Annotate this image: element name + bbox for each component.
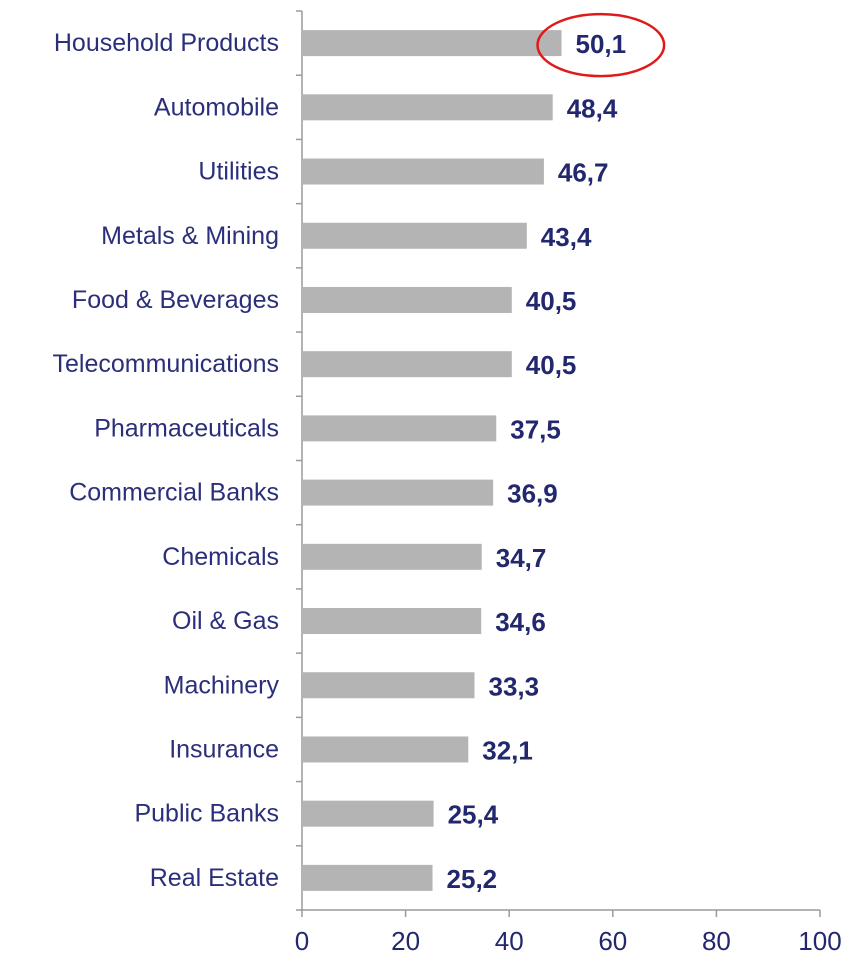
bar	[303, 672, 475, 699]
category-label: Chemicals	[162, 543, 279, 571]
highlight-circle	[536, 12, 666, 78]
value-label: 33,3	[488, 671, 539, 701]
bar	[303, 479, 494, 506]
bar	[303, 608, 482, 635]
bar	[303, 543, 482, 570]
category-label: Real Estate	[150, 864, 279, 892]
category-label: Food & Beverages	[72, 286, 279, 314]
x-tick-label: 20	[391, 926, 420, 956]
axes-group	[296, 10, 821, 917]
category-label: Public Banks	[134, 800, 279, 828]
value-label: 43,4	[541, 222, 592, 252]
bar	[303, 30, 562, 57]
x-tick-label: 60	[598, 926, 627, 956]
category-label: Automobile	[154, 93, 279, 121]
category-label: Pharmaceuticals	[94, 414, 279, 442]
x-tick-label: 100	[798, 926, 841, 956]
value-label: 40,5	[526, 286, 577, 316]
category-label: Oil & Gas	[172, 607, 279, 635]
bars-group	[303, 30, 562, 891]
category-label: Utilities	[198, 158, 279, 186]
value-label: 48,4	[567, 93, 618, 123]
bar	[303, 94, 553, 121]
category-label: Metals & Mining	[101, 222, 279, 250]
bar	[303, 158, 544, 185]
value-label: 25,4	[448, 800, 499, 830]
x-tick-label: 0	[295, 926, 309, 956]
value-label: 34,7	[496, 543, 547, 573]
bar	[303, 736, 469, 763]
labels-group: Household Products 50,1 Automobile 48,4 Util…	[53, 12, 842, 956]
category-label: Insurance	[169, 735, 279, 763]
x-tick-label: 80	[702, 926, 731, 956]
value-label: 40,5	[526, 350, 577, 380]
category-label: Household Products	[54, 29, 279, 57]
category-label: Telecommunications	[53, 350, 280, 378]
x-tick-label: 40	[495, 926, 524, 956]
category-label: Machinery	[164, 671, 280, 699]
value-label: 32,1	[482, 735, 533, 765]
bar	[303, 800, 434, 827]
bar	[303, 351, 512, 378]
value-label: 34,6	[495, 607, 546, 637]
bar	[303, 864, 433, 891]
value-label: 46,7	[558, 158, 609, 188]
bar	[303, 286, 512, 313]
bar	[303, 222, 527, 249]
value-label: 37,5	[510, 414, 561, 444]
value-label: 36,9	[507, 479, 558, 509]
value-label: 50,1	[576, 29, 627, 59]
bar	[303, 415, 497, 442]
value-label: 25,2	[447, 864, 498, 894]
category-label: Commercial Banks	[69, 479, 279, 507]
